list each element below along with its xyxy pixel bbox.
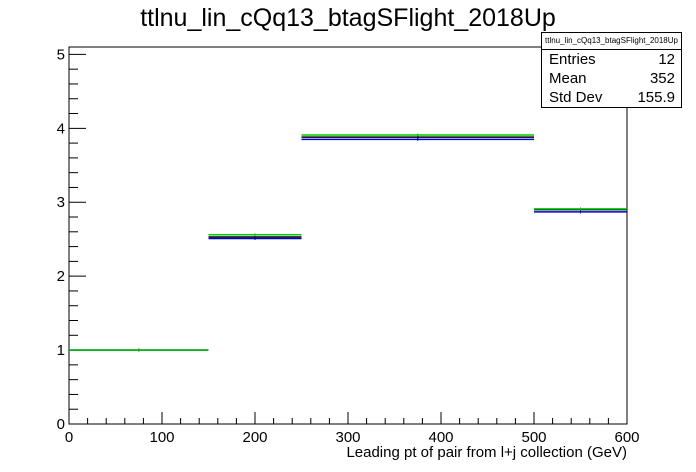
axis-ticks — [68, 53, 628, 425]
stats-box-title: ttlnu_lin_cQq13_btagSFlight_2018Up — [542, 33, 681, 50]
series-2 — [69, 133, 627, 352]
x-tick-label: 400 — [428, 429, 453, 446]
x-tick-label: 300 — [335, 429, 360, 446]
x-tick-label: 200 — [242, 429, 267, 446]
chart-title: ttlnu_lin_cQq13_btagSFlight_2018Up — [140, 4, 556, 32]
x-tick-label: 600 — [614, 429, 639, 446]
x-tick-label: 500 — [521, 429, 546, 446]
stats-label: Std Dev — [549, 89, 603, 106]
series-1 — [69, 137, 627, 352]
y-tick-label: 3 — [57, 194, 65, 211]
stats-label: Mean — [549, 70, 587, 87]
stats-label: Entries — [549, 51, 596, 68]
stats-box: ttlnu_lin_cQq13_btagSFlight_2018Up Entri… — [541, 32, 682, 108]
y-tick-label: 5 — [57, 46, 65, 63]
stats-value: 352 — [649, 70, 675, 87]
series-group — [69, 133, 627, 352]
stats-row-mean: Mean 352 — [542, 69, 681, 88]
y-tick-label: 2 — [57, 268, 65, 285]
axis-labels: 0 100 200 300 400 500 600 0 1 2 3 4 5 Leading pt of p… — [57, 46, 640, 461]
series-0 — [69, 135, 627, 352]
stats-value: 12 — [658, 51, 675, 68]
stats-row-entries: Entries 12 — [542, 50, 681, 69]
stats-row-stddev: Std Dev 155.9 — [542, 88, 681, 107]
y-tick-label: 0 — [57, 416, 65, 433]
y-tick-label: 1 — [57, 342, 65, 359]
x-tick-label: 0 — [65, 429, 73, 446]
stats-value: 155.9 — [637, 89, 675, 106]
x-axis-label: Leading pt of pair from l+j collection (… — [346, 444, 627, 461]
y-tick-label: 4 — [57, 120, 65, 137]
x-tick-label: 100 — [149, 429, 174, 446]
